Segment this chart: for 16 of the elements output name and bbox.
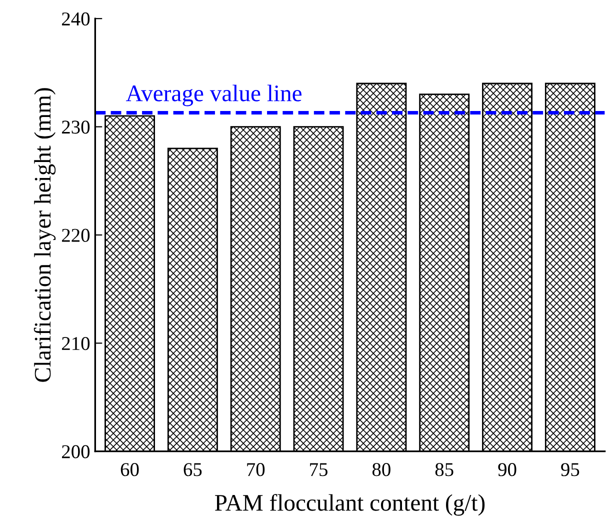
y-axis-title: Clarification layer height (mm) [34, 88, 56, 382]
x-tick-label: 90 [498, 463, 516, 476]
y-tick-label: 220 [62, 228, 90, 242]
x-tick-label: 65 [184, 463, 202, 476]
y-tick-label: 200 [62, 445, 90, 458]
y-tick-label: 230 [62, 120, 90, 134]
x-tick-label: 80 [372, 463, 390, 476]
x-tick-label: 70 [247, 463, 265, 476]
x-tick-label: 85 [435, 463, 454, 476]
y-tick-label: 210 [62, 336, 90, 350]
x-tick-label: 95 [561, 463, 580, 476]
ref-line-label: Average value line [126, 84, 302, 106]
x-tick-label: 60 [120, 463, 139, 476]
x-axis-title: PAM flocculant content (g/t) [215, 494, 485, 516]
x-tick-label: 75 [310, 463, 328, 476]
y-tick-label: 240 [62, 12, 90, 26]
